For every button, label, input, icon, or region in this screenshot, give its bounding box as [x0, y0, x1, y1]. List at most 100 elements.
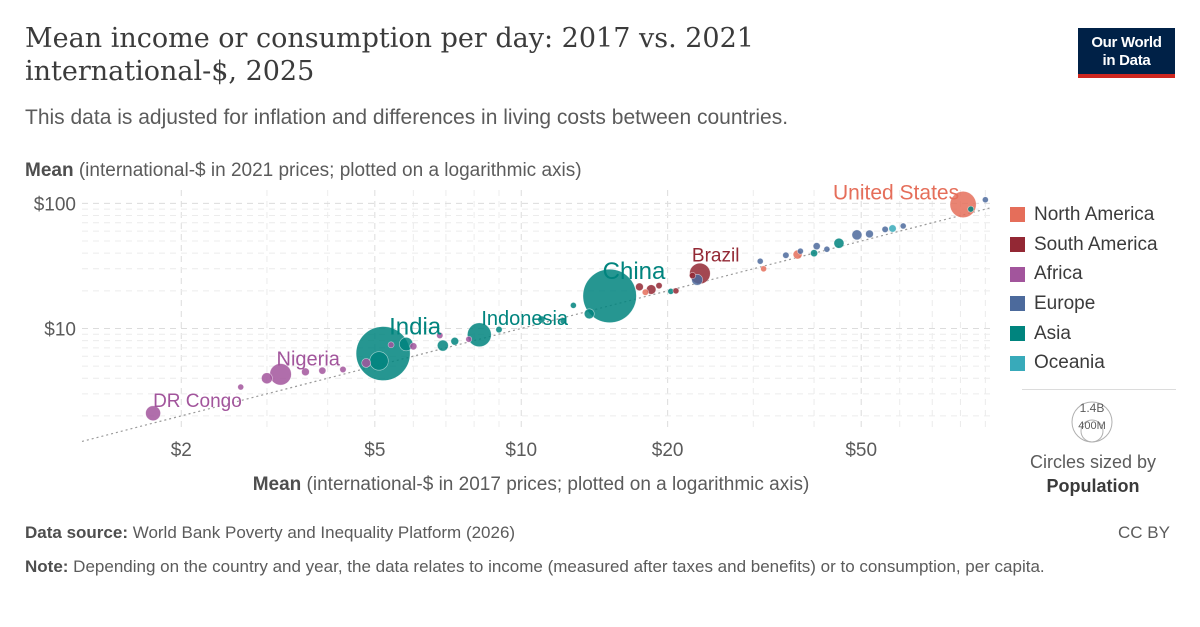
data-point: [851, 229, 863, 241]
data-point: [437, 339, 449, 352]
legend-label: North America: [1034, 203, 1155, 225]
y-axis-label-rest: (international-$ in 2021 prices; plotted…: [74, 160, 582, 181]
legend-swatch: [1010, 326, 1025, 342]
legend-label: Asia: [1034, 322, 1071, 344]
data-point: [888, 224, 897, 233]
logo-line-1: Our World: [1091, 34, 1162, 51]
legend-item-europe[interactable]: Europe: [1010, 289, 1190, 319]
data-point: [570, 302, 577, 309]
data-point: [833, 237, 845, 249]
legend-item-oceania[interactable]: Oceania: [1010, 348, 1190, 378]
size-legend-title: Circles sized by: [1029, 452, 1157, 472]
label-nigeria: Nigeria: [277, 348, 341, 370]
label-indonesia: Indonesia: [481, 308, 569, 330]
data-points: [145, 191, 989, 421]
owid-logo[interactable]: Our World in Data: [1078, 28, 1175, 78]
x-tick-label: $50: [845, 440, 877, 461]
legend-divider: [1022, 389, 1176, 390]
data-point: [301, 367, 310, 377]
size-legend-variable: Population: [1046, 476, 1140, 496]
data-point: [436, 331, 444, 339]
x-tick-label: $10: [505, 440, 537, 461]
data-point: [782, 251, 790, 259]
data-point: [881, 225, 889, 233]
data-point: [689, 272, 697, 280]
data-point: [797, 247, 804, 255]
note-label: Note:: [25, 557, 69, 576]
chart-title: Mean income or consumption per day: 2017…: [25, 22, 955, 88]
y-axis-label-bold: Mean: [25, 160, 74, 181]
x-tick-label: $2: [171, 440, 192, 461]
data-point: [812, 242, 821, 251]
label-china: China: [603, 258, 666, 285]
data-point: [339, 365, 347, 373]
x-axis-label: Mean (international-$ in 2017 prices; pl…: [253, 474, 810, 495]
legend-item-north-america[interactable]: North America: [1010, 200, 1190, 230]
size-legend-large-label: 1.4B: [1080, 401, 1105, 415]
data-point: [318, 366, 327, 375]
data-point: [409, 342, 418, 351]
data-point: [756, 257, 764, 265]
x-tick-label: $5: [364, 440, 385, 461]
point-labels: United States Brazil China Indonesia India Ni…: [153, 182, 959, 413]
legend-label: South America: [1034, 233, 1158, 255]
legend-item-south-america[interactable]: South America: [1010, 230, 1190, 260]
data-point: [559, 317, 567, 325]
label-india: India: [389, 314, 442, 341]
data-point: [369, 351, 389, 371]
x-axis-label-bold: Mean: [253, 474, 302, 495]
chart-subtitle: This data is adjusted for inflation and …: [25, 106, 789, 129]
legend-swatch: [1010, 207, 1025, 223]
data-point: [387, 341, 395, 349]
chart-title-line-1: Mean income or consumption per day: 2017…: [25, 23, 754, 54]
size-legend-small-circle: [1080, 419, 1104, 443]
data-point: [967, 205, 975, 213]
data-point: [760, 265, 767, 273]
legend-item-asia[interactable]: Asia: [1010, 319, 1190, 349]
logo-line-2: in Data: [1102, 52, 1151, 69]
size-legend-caption: Circles sized by Population: [1010, 450, 1176, 498]
data-point: [899, 222, 907, 230]
chart-note: Note: Depending on the country and year,…: [25, 555, 1175, 579]
data-point: [641, 288, 649, 296]
data-point: [465, 335, 473, 343]
data-point: [237, 383, 245, 391]
chart-title-line-2: international-$, 2025: [25, 56, 315, 87]
label-brazil: Brazil: [692, 246, 740, 267]
data-point: [583, 308, 595, 320]
legend-label: Oceania: [1034, 352, 1105, 374]
license-link[interactable]: CC BY: [1118, 523, 1170, 542]
legend-item-africa[interactable]: Africa: [1010, 259, 1190, 289]
label-dr-congo: DR Congo: [153, 391, 242, 412]
legend-swatch: [1010, 296, 1025, 312]
data-point: [672, 287, 680, 295]
scatter-chart[interactable]: United States Brazil China Indonesia India Ni…: [0, 0, 1000, 510]
region-legend: North America South America Africa Europe As…: [1010, 200, 1190, 378]
data-point: [261, 372, 273, 385]
x-axis-label-rest: (international-$ in 2017 prices; plotted…: [301, 474, 809, 495]
label-united-states: United States: [833, 182, 959, 205]
data-point: [655, 282, 663, 290]
data-point: [450, 337, 459, 346]
tick-labels: $2 $5 $10 $20 $50 $10 $100: [34, 194, 877, 461]
size-legend: 1.4B 400M: [1071, 401, 1113, 443]
legend-label: Europe: [1034, 292, 1096, 314]
note-text: Depending on the country and year, the d…: [68, 557, 1045, 576]
data-point: [537, 315, 546, 324]
data-point: [982, 196, 989, 204]
data-point: [865, 229, 874, 239]
data-point: [495, 326, 503, 334]
size-legend-small-label: 400M: [1078, 420, 1106, 432]
point-china: [582, 268, 637, 323]
data-source-label: Data source:: [25, 523, 128, 542]
data-point: [635, 282, 644, 292]
grid-lines: [82, 190, 990, 428]
legend-swatch: [1010, 266, 1025, 282]
data-point: [810, 249, 818, 258]
legend-label: Africa: [1034, 263, 1083, 285]
data-source-text[interactable]: World Bank Poverty and Inequality Platfo…: [127, 523, 516, 542]
point-dr-congo: [145, 405, 161, 421]
data-point: [823, 245, 831, 253]
x-tick-label: $20: [652, 440, 684, 461]
legend-swatch: [1010, 355, 1025, 371]
